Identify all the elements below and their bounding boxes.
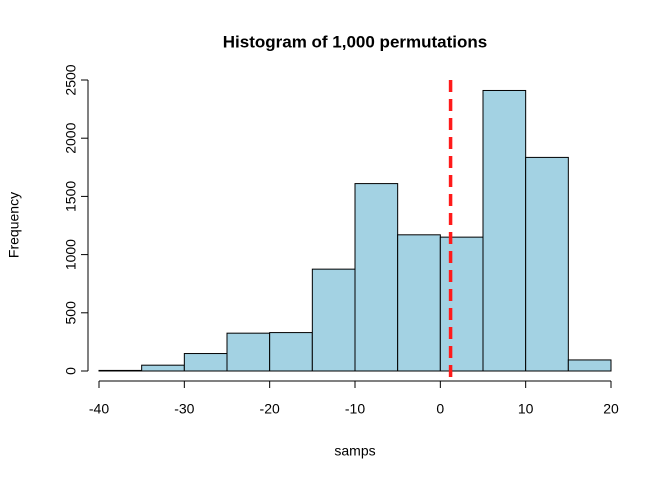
bar <box>98 369 143 372</box>
bar <box>141 364 185 372</box>
x-tick-label: -10 <box>345 401 365 417</box>
bar <box>183 353 228 372</box>
bar <box>482 89 527 372</box>
chart-title: Histogram of 1,000 permutations <box>223 32 488 51</box>
x-tick-label: 0 <box>436 401 444 417</box>
x-tick-label: -30 <box>174 401 194 417</box>
bar <box>397 234 441 372</box>
y-tick-label: 1000 <box>63 239 79 270</box>
bar <box>439 236 484 372</box>
y-tick-label: 2000 <box>63 122 79 153</box>
x-tick-label: -20 <box>260 401 280 417</box>
y-axis-label: Frequency <box>6 192 22 258</box>
x-tick-label: 10 <box>518 401 534 417</box>
y-tick-label: 1500 <box>63 181 79 212</box>
y-tick-label: 2500 <box>63 64 79 95</box>
bar <box>311 268 356 372</box>
y-tick-label: 500 <box>63 301 79 325</box>
x-tick-label: 20 <box>603 401 619 417</box>
bar <box>226 332 271 372</box>
bar <box>354 183 399 372</box>
bar <box>567 359 612 372</box>
y-tick-label: 0 <box>63 367 79 375</box>
x-tick-label: -40 <box>89 401 109 417</box>
bar <box>525 156 569 372</box>
x-axis-label: samps <box>334 443 375 459</box>
bar <box>269 332 313 372</box>
